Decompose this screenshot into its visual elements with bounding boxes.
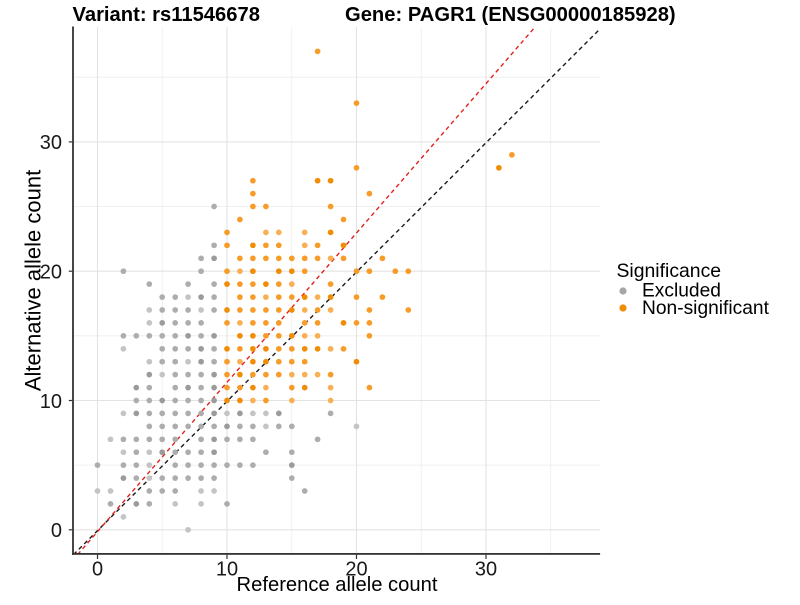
svg-text:20: 20 xyxy=(345,558,367,580)
svg-text:Reference allele count: Reference allele count xyxy=(237,574,438,596)
svg-text:Significance: Significance xyxy=(617,260,722,282)
svg-text:30: 30 xyxy=(40,132,62,154)
svg-text:Non-significant: Non-significant xyxy=(642,298,770,319)
svg-text:Gene: PAGR1 (ENSG00000185928): Gene: PAGR1 (ENSG00000185928) xyxy=(345,4,676,26)
svg-text:Alternative allele count: Alternative allele count xyxy=(21,170,46,391)
svg-text:0: 0 xyxy=(92,558,103,580)
svg-text:30: 30 xyxy=(475,558,497,580)
svg-text:Excluded: Excluded xyxy=(642,281,721,302)
svg-text:Variant: rs11546678: Variant: rs11546678 xyxy=(73,4,260,26)
svg-text:20: 20 xyxy=(40,262,62,284)
svg-text:10: 10 xyxy=(40,391,62,413)
svg-text:10: 10 xyxy=(216,558,238,580)
svg-text:0: 0 xyxy=(51,520,62,542)
